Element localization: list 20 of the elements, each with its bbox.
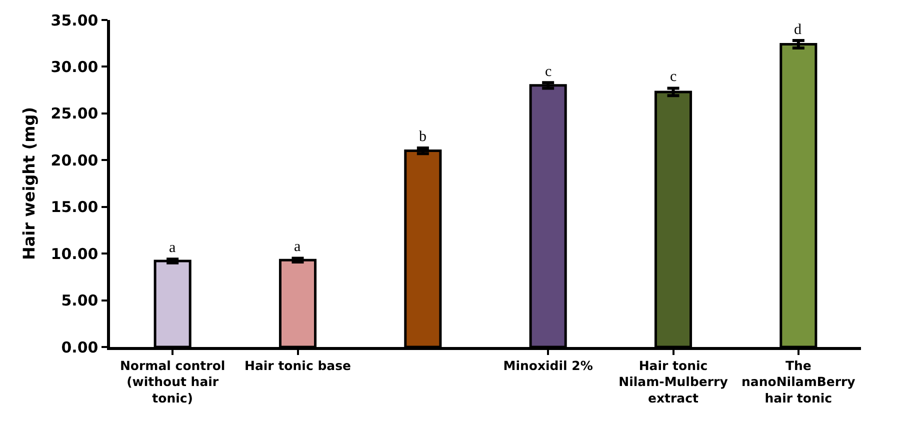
data-label: a — [294, 239, 301, 255]
x-tick-label: Normal control (without hair tonic) — [120, 358, 226, 406]
y-tick-label: 35.00 — [50, 11, 98, 30]
y-tick-label: 0.00 — [61, 338, 98, 356]
y-axis-title: Hair weight (mg) — [20, 106, 39, 260]
data-label: a — [169, 240, 176, 256]
x-tick-label: Minoxidil 2% — [503, 358, 594, 373]
y-tick-label: 20.00 — [50, 151, 98, 170]
y-tick-label: 25.00 — [50, 104, 98, 123]
data-label: c — [670, 69, 677, 85]
x-tick-label: Hair tonic Nilam-Mulberry extract — [618, 358, 728, 406]
x-tick-label: The nanoNilamBerry hair tonic — [742, 358, 856, 406]
y-tick-label: 10.00 — [50, 244, 98, 263]
data-label: c — [545, 64, 552, 80]
y-tick-label: 30.00 — [50, 58, 98, 76]
data-label: b — [419, 129, 426, 145]
y-tick-label: 5.00 — [61, 292, 98, 310]
data-label: d — [794, 22, 802, 38]
y-tick-label: 15.00 — [50, 198, 98, 216]
x-tick-label: Hair tonic base — [244, 358, 352, 373]
